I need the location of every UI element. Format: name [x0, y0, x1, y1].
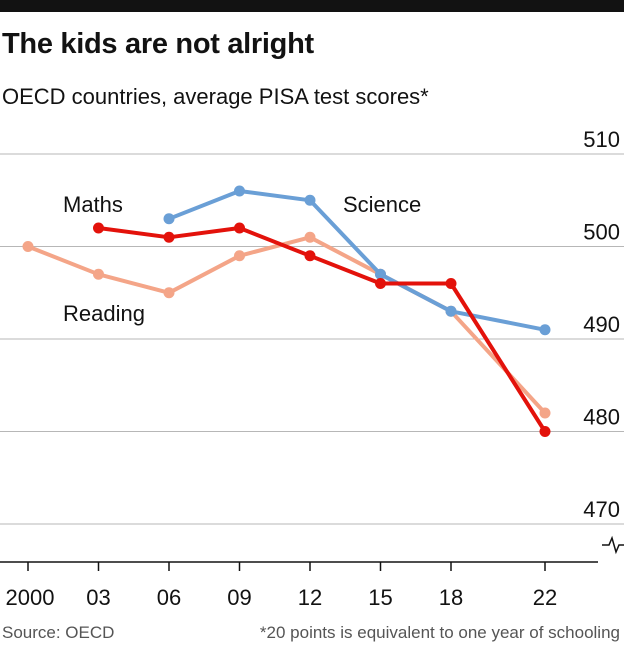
- data-point-science-2018: [445, 305, 457, 317]
- series-label-maths: Maths: [63, 192, 123, 217]
- series-label-reading: Reading: [63, 301, 145, 326]
- footnote: *20 points is equivalent to one year of …: [259, 623, 620, 642]
- y-tick-label-470: 470: [583, 497, 620, 522]
- data-point-reading-2000: [22, 241, 34, 252]
- x-tick-label-06: 06: [157, 585, 181, 610]
- x-tick-label-09: 09: [227, 585, 251, 610]
- y-tick-label-480: 480: [583, 405, 620, 430]
- data-point-science-2009: [234, 185, 245, 197]
- data-point-maths-2015: [375, 278, 386, 289]
- data-point-reading-2022: [539, 407, 551, 419]
- y-tick-label-490: 490: [583, 312, 620, 337]
- data-point-reading-2003: [93, 268, 104, 280]
- x-tick-label-2000: 2000: [6, 585, 55, 610]
- top-rule: [0, 0, 624, 12]
- data-point-science-2022: [539, 324, 551, 336]
- data-point-reading-2006: [163, 287, 175, 299]
- chart-title: The kids are not alright: [2, 28, 314, 60]
- x-tick-label-15: 15: [368, 585, 392, 610]
- data-point-reading-2009: [234, 250, 245, 262]
- y-tick-label-510: 510: [583, 127, 620, 152]
- source-note: Source: OECD: [2, 623, 115, 642]
- data-point-reading-2012: [304, 231, 316, 243]
- data-point-maths-2018: [445, 278, 457, 289]
- series-label-science: Science: [343, 192, 421, 217]
- data-point-maths-2003: [93, 222, 104, 234]
- x-tick-label-12: 12: [298, 585, 322, 610]
- x-tick-label-18: 18: [439, 585, 463, 610]
- data-point-maths-2012: [304, 250, 316, 262]
- data-point-maths-2022: [539, 426, 551, 437]
- series-line-maths: [96, 226, 547, 434]
- data-point-maths-2006: [163, 231, 175, 243]
- series-line-science: [167, 189, 547, 332]
- y-tick-label-500: 500: [583, 220, 620, 245]
- x-tick-label-22: 22: [533, 585, 557, 610]
- axis-break-icon: [602, 535, 624, 555]
- chart-subtitle: OECD countries, average PISA test scores…: [2, 84, 429, 109]
- data-point-science-2012: [304, 194, 316, 206]
- data-point-science-2006: [163, 213, 175, 225]
- data-point-maths-2009: [234, 222, 245, 234]
- x-tick-label-03: 03: [86, 585, 110, 610]
- data-point-science-2015: [375, 268, 386, 280]
